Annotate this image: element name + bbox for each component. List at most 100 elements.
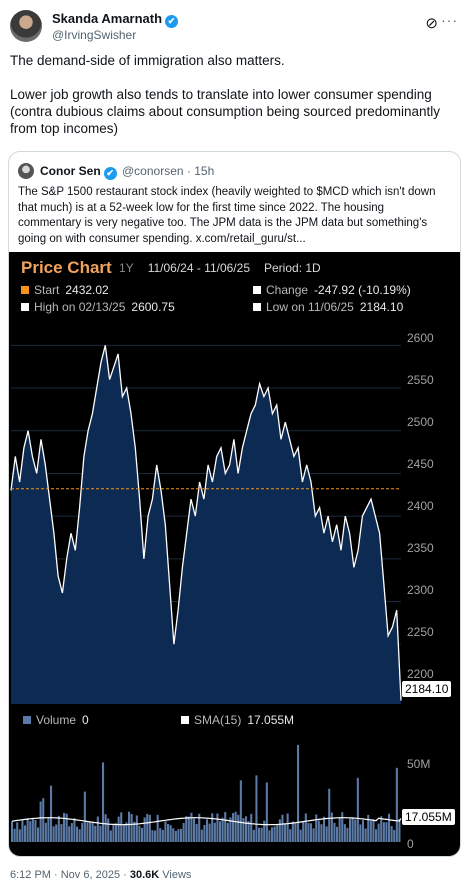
volume-bar [112,824,115,842]
price-chart-image[interactable]: Price Chart 1Y 11/06/24 - 11/06/25 Period:… [9,252,460,856]
grok-icon[interactable]: ⊘ [425,15,438,32]
volume-bar [128,811,131,842]
volume-bar [190,812,193,842]
view-count[interactable]: 30.6K [129,869,160,881]
volume-bar [206,819,209,842]
more-options-icon[interactable]: ··· [441,12,458,28]
volume-bar [242,818,245,842]
sma-line [11,817,402,826]
volume-bar [143,817,146,842]
quoted-author-handle: @conorsen [122,164,184,178]
volume-bar [50,785,53,842]
volume-bar [273,826,276,842]
volume-bar [208,823,211,842]
volume-bar [229,817,232,842]
volume-bar [213,822,216,842]
volume-bar [161,829,164,842]
stat-high: High on 02/13/25 2600.75 [21,300,175,314]
quoted-author-meta: @conorsen · 15h [122,164,215,178]
volume-bar [232,813,235,842]
volume-bar [247,821,250,842]
quoted-tweet-card[interactable]: Conor Sen ✔ @conorsen · 15h The S&P 1500 … [8,151,461,857]
volume-bar [39,801,42,842]
volume-bar [304,813,307,842]
volume-bar [13,828,16,842]
volume-bar [346,827,349,842]
volume-bar [252,829,255,842]
volume-bar [375,829,378,842]
stat-start: Start 2432.02 [21,283,109,297]
volume-bar [83,791,86,842]
volume-bar [138,825,141,842]
volume-bar [99,825,102,842]
tweet-footer: 6:12 PM · Nov 6, 2025 · 30.6K Views [10,869,191,881]
volume-bar [174,830,177,842]
volume-bar [156,814,159,842]
stat-change: Change -247.92 (-10.19%) [253,283,411,297]
stat-volume: Volume 0 [23,713,89,727]
volume-bar [65,813,68,842]
volume-bar [37,827,40,842]
start-square-icon [21,286,29,294]
volume-bar [18,829,21,842]
tweet-timestamp[interactable]: 6:12 PM · Nov 6, 2025 · [10,869,130,881]
volume-bar [255,775,258,842]
volume-bar [34,820,37,842]
volume-bar [385,822,388,842]
volume-bar [260,827,263,842]
volume-bar [234,811,237,842]
volume-bar [369,820,372,842]
price-line [10,345,402,701]
volume-bar [135,815,138,842]
volume-bar [203,825,206,842]
volume-bar [120,812,123,842]
volume-bar [336,826,339,842]
volume-bar [68,826,71,842]
volume-bar [125,822,128,842]
volume-bar [193,818,196,842]
high-square-icon [21,303,29,311]
chart-dates: 11/06/24 - 11/06/25 [147,261,250,275]
volume-bar [245,816,248,842]
volume-bar [151,830,154,842]
y-tick-label: 2300 [407,583,434,597]
volume-bar [182,822,185,842]
volume-bar [63,812,66,842]
volume-bar [294,823,297,842]
volume-bar [315,814,318,842]
y-tick-label: 2600 [407,331,434,345]
tweet-text: The demand-side of immigration also matt… [10,52,450,154]
volume-bar [323,816,326,842]
volume-bar [297,744,300,842]
volume-bar [237,814,240,842]
volume-bar [356,777,359,842]
volume-bar [24,825,27,842]
volume-bar [55,824,58,842]
y-tick-label: 2550 [407,373,434,387]
views-label: Views [159,869,192,881]
chart-title: Price Chart [21,258,112,277]
volume-bar [44,822,47,842]
author-name[interactable]: Skanda Amarnath ✔ [52,11,179,28]
author-avatar[interactable] [10,10,42,42]
volume-bar [343,824,346,842]
volume-tick-label: 0 [407,837,414,851]
volume-bar [341,812,344,842]
tweet-paragraph: Lower job growth also tends to translate… [10,87,440,136]
volume-bar [330,812,333,842]
volume-bar [133,821,136,842]
quoted-author-name: Conor Sen ✔ [40,164,117,180]
volume-bar [57,815,60,842]
volume-bar [398,819,401,842]
volume-bar [359,824,362,842]
volume-bar [354,819,357,842]
volume-bar [94,825,97,842]
volume-bar [187,816,190,842]
volume-bar [291,821,294,842]
y-tick-label: 2450 [407,457,434,471]
volume-bar [338,816,341,842]
volume-bar [390,826,393,842]
chart-range: 1Y [119,261,134,275]
author-handle[interactable]: @IrvingSwisher [52,28,137,42]
chart-period: Period: 1D [264,261,321,275]
